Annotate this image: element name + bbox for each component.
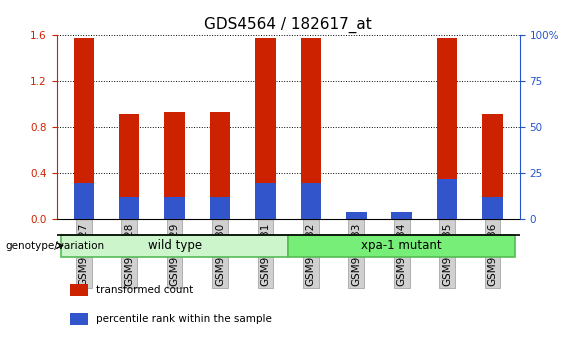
Text: xpa-1 mutant: xpa-1 mutant <box>362 239 442 252</box>
Bar <box>346 212 367 219</box>
Bar <box>483 198 503 219</box>
Bar <box>73 38 94 219</box>
Bar <box>437 179 457 219</box>
Bar <box>71 313 88 325</box>
Text: genotype/variation: genotype/variation <box>6 241 105 251</box>
Bar <box>164 113 185 219</box>
Bar <box>392 212 412 219</box>
Text: percentile rank within the sample: percentile rank within the sample <box>96 314 272 324</box>
Bar <box>210 113 231 219</box>
Bar <box>483 114 503 219</box>
Bar <box>392 216 412 219</box>
Bar <box>301 183 321 219</box>
Bar <box>346 216 367 219</box>
Bar <box>255 38 276 219</box>
Bar <box>255 183 276 219</box>
Bar <box>71 284 88 296</box>
Bar <box>119 114 140 219</box>
Text: wild type: wild type <box>147 239 202 252</box>
Bar <box>288 235 515 257</box>
Title: GDS4564 / 182617_at: GDS4564 / 182617_at <box>205 16 372 33</box>
Bar <box>301 38 321 219</box>
Bar <box>119 198 140 219</box>
Text: transformed count: transformed count <box>96 285 193 296</box>
Bar <box>210 198 231 219</box>
Bar <box>61 235 288 257</box>
Bar <box>437 38 457 219</box>
Bar <box>73 183 94 219</box>
Bar <box>164 198 185 219</box>
